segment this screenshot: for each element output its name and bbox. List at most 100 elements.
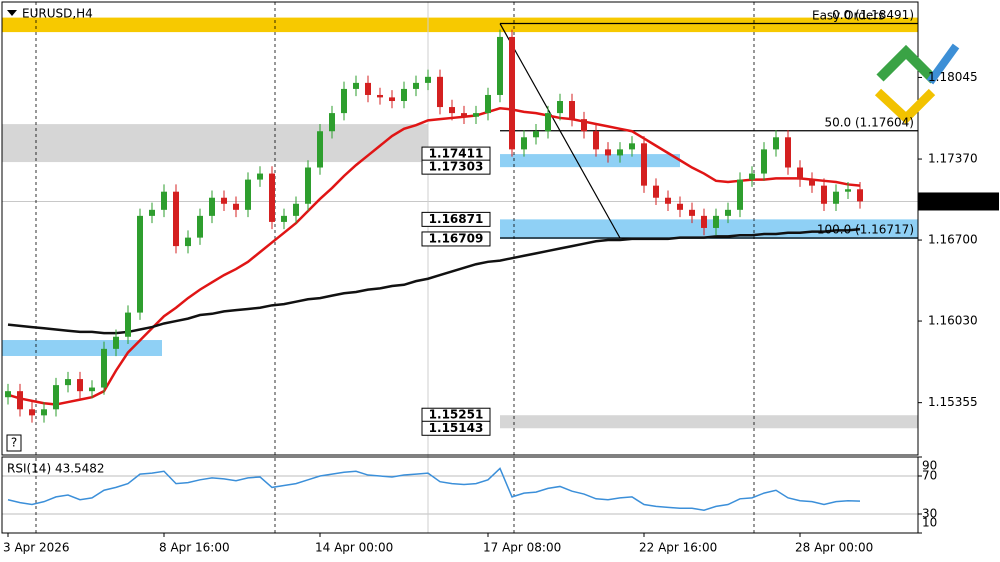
easy-orders-label[interactable]: Easy Orders <box>812 9 884 23</box>
grid-layer <box>35 2 755 533</box>
price-label-box <box>421 211 491 227</box>
candle-body <box>161 191 167 210</box>
candle-body <box>521 137 527 150</box>
candle-body <box>233 203 239 210</box>
candle-body <box>209 197 215 216</box>
candle-body <box>77 379 83 392</box>
candle-body <box>17 391 23 410</box>
candle-body <box>749 173 755 180</box>
candle-body <box>329 113 335 132</box>
candle-body <box>389 97 395 102</box>
candle-body <box>689 209 695 216</box>
candle-body <box>425 76 431 83</box>
y-tick-label: 1.15355 <box>928 395 978 409</box>
plot-layer <box>5 22 918 423</box>
zone <box>2 17 918 33</box>
candle-body <box>53 385 59 410</box>
x-tick-label: 8 Apr 16:00 <box>159 541 230 555</box>
candle-body <box>125 312 131 337</box>
candle-body <box>497 36 503 95</box>
candle-body <box>377 94 383 98</box>
candle-body <box>581 119 587 132</box>
candle-body <box>701 215 707 228</box>
candle-body <box>41 409 47 416</box>
candle-body <box>269 173 275 222</box>
candle-body <box>785 137 791 168</box>
candle-body <box>185 237 191 247</box>
symbol-title: EURUSD,H4 <box>22 7 93 21</box>
candle-body <box>653 185 659 198</box>
candle-body <box>845 189 851 192</box>
candle-body <box>281 215 287 222</box>
y-tick-label: 1.17370 <box>928 152 978 166</box>
fibo-label: 0.0 (1.18491) <box>832 8 914 22</box>
main-pane-border <box>1 1 919 456</box>
current-price-box <box>918 192 999 211</box>
price-label-box <box>421 231 491 247</box>
symbol-menu-arrow[interactable] <box>7 10 17 16</box>
rsi-tick-label: 10 <box>922 516 937 530</box>
candle-body <box>533 131 539 138</box>
candle-body <box>341 88 347 114</box>
candle-body <box>89 387 95 392</box>
candle-body <box>761 149 767 174</box>
candle-body <box>257 173 263 180</box>
zone <box>2 340 162 356</box>
candle-body <box>113 336 119 349</box>
candle-body <box>797 167 803 180</box>
rsi-tick-label: 70 <box>922 469 937 483</box>
candle-body <box>557 101 563 114</box>
help-label[interactable]: ? <box>11 436 17 450</box>
price-label-box <box>421 420 491 436</box>
candle-body <box>173 191 179 247</box>
candle-body <box>725 209 731 216</box>
candle-body <box>593 131 599 150</box>
candle-body <box>545 113 551 132</box>
candle-body <box>821 185 827 204</box>
candle-body <box>149 209 155 216</box>
candle-body <box>401 88 407 102</box>
help-box[interactable] <box>6 434 22 452</box>
candle-body <box>509 36 515 150</box>
candle-body <box>305 167 311 204</box>
y-tick-label: 1.16700 <box>928 233 978 247</box>
shade-layer <box>2 17 918 515</box>
candle-body <box>617 149 623 156</box>
price-zone <box>500 415 918 429</box>
candle-body <box>713 215 719 228</box>
candle-body <box>317 131 323 168</box>
candle-body <box>365 82 371 95</box>
candle-body <box>245 179 251 210</box>
y-tick-label: 1.16030 <box>928 314 978 328</box>
current-price-label: 1.17019 <box>928 194 978 208</box>
x-tick-label: 14 Apr 00:00 <box>315 541 393 555</box>
candle-body <box>413 82 419 89</box>
price-label: 1.16709 <box>429 231 484 245</box>
moving-average <box>7 106 861 406</box>
rsi-pane-border <box>1 456 919 534</box>
candle-body <box>461 113 467 117</box>
candle-body <box>569 101 575 120</box>
candle-body <box>137 215 143 313</box>
candle-body <box>737 179 743 210</box>
price-label: 1.15143 <box>429 421 484 435</box>
candle-body <box>641 143 647 186</box>
candle-body <box>101 348 107 388</box>
candle-body <box>353 82 359 89</box>
candle-body <box>665 197 671 204</box>
x-tick-label: 17 Apr 08:00 <box>483 541 561 555</box>
y-tick-label: 1.18045 <box>928 70 978 84</box>
candle-body <box>809 179 815 186</box>
rsi-title: RSI(14) 43.5482 <box>7 462 105 476</box>
logo-yellow <box>874 88 936 125</box>
candle-body <box>221 197 227 204</box>
rsi-tick-label: 90 <box>922 459 937 473</box>
price-label: 1.16871 <box>429 212 484 226</box>
rsi-line <box>7 467 861 511</box>
x-tick-label: 22 Apr 16:00 <box>639 541 717 555</box>
zone <box>2 124 428 163</box>
candle-body <box>857 189 863 202</box>
candle-body <box>833 191 839 204</box>
fibo-trend <box>499 23 621 239</box>
